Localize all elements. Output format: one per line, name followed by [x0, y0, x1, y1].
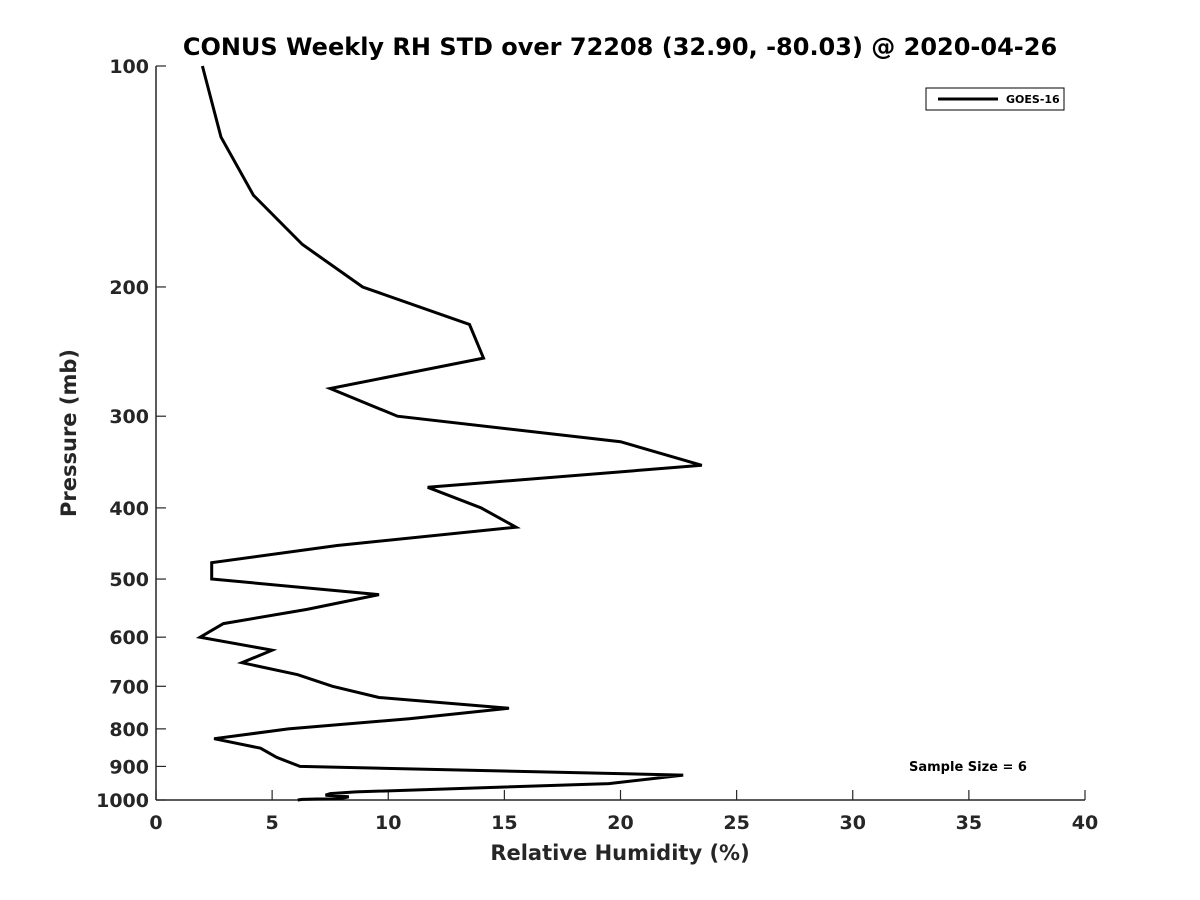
- legend: GOES-16: [925, 87, 1065, 111]
- x-axis-label: Relative Humidity (%): [490, 841, 749, 865]
- x-tick-label: 5: [266, 812, 279, 834]
- y-axis-label: Pressure (mb): [57, 349, 81, 517]
- series-layer: [195, 65, 703, 802]
- y-tick-label: 300: [109, 406, 149, 428]
- x-tick-label: 0: [149, 812, 162, 834]
- chart-title: CONUS Weekly RH STD over 72208 (32.90, -…: [183, 33, 1057, 61]
- x-tick-label: 40: [1072, 812, 1098, 834]
- series-line-goes-16: [195, 65, 703, 802]
- legend-label: GOES-16: [1006, 93, 1060, 106]
- x-tick-label: 20: [607, 812, 633, 834]
- x-tick-label: 30: [840, 812, 866, 834]
- y-tick-label: 100: [109, 56, 149, 78]
- y-tick-label: 400: [109, 498, 149, 520]
- x-tick-label: 35: [956, 812, 982, 834]
- y-tick-label: 200: [109, 277, 149, 299]
- x-axis-ticks: 0 5 10 15 20 25 30 35 40: [149, 790, 1098, 834]
- x-tick-label: 10: [375, 812, 401, 834]
- x-tick-label: 25: [723, 812, 749, 834]
- y-tick-label: 800: [109, 719, 149, 741]
- y-tick-label: 500: [109, 569, 149, 591]
- x-tick-label: 15: [491, 812, 517, 834]
- sample-size-annotation: Sample Size = 6: [909, 760, 1027, 775]
- y-tick-label: 700: [109, 676, 149, 698]
- y-tick-label: 600: [109, 627, 149, 649]
- y-tick-label: 1000: [96, 790, 149, 812]
- y-tick-label: 900: [109, 756, 149, 778]
- axes: [155, 66, 1085, 801]
- y-axis-ticks: 100 200 300 400 500 600 700 800 900 1000: [96, 56, 166, 812]
